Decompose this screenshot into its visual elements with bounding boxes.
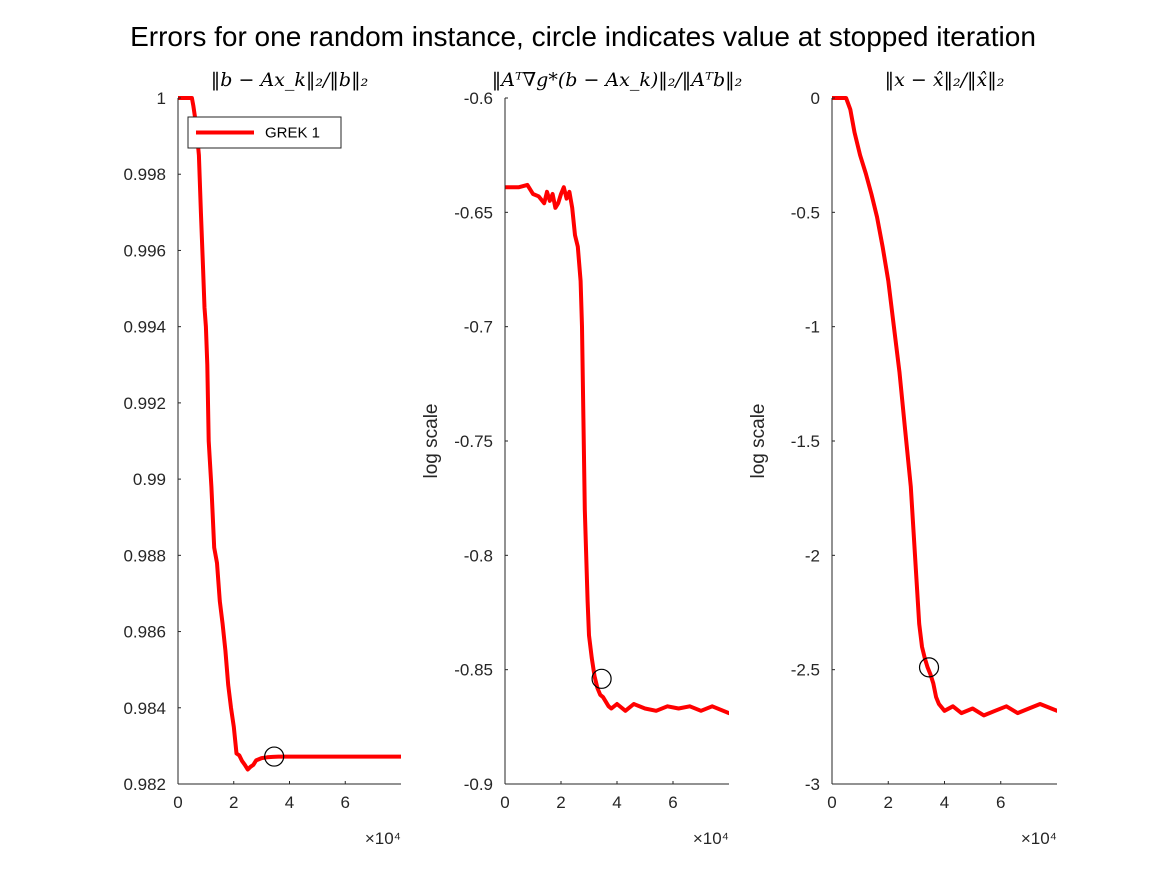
x-tick-label: 6: [668, 793, 677, 812]
y-tick-label: 0: [811, 89, 820, 108]
x-tick-label: 0: [827, 793, 836, 812]
x-tick-label: 4: [612, 793, 621, 812]
x-tick-label: 2: [556, 793, 565, 812]
y-tick-label: -1: [805, 318, 820, 337]
y-tick-label: 0.992: [123, 394, 166, 413]
x-tick-label: 4: [285, 793, 294, 812]
stop-marker-circle: [918, 657, 940, 678]
y-tick-label: 0.998: [123, 165, 166, 184]
plot-area: [832, 98, 1057, 784]
stop-marker-circle: [591, 668, 612, 689]
y-tick-label: -0.8: [464, 546, 493, 565]
y-tick-label: 0.996: [123, 241, 166, 260]
y-tick-label: -0.75: [454, 432, 493, 451]
y-tick-label: -2: [805, 546, 820, 565]
panel-title: ‖x − x̂‖₂/‖x̂‖₂: [885, 69, 1005, 91]
y-tick-label: -0.6: [464, 89, 493, 108]
chart-panel-3: -3 -2.5 -2 -1.5 -1 -0.5 0 0 2 4 6 ×10⁴ ‖x − x̂‖₂/‖x̂…: [748, 69, 1057, 848]
y-tick-label: 0.994: [123, 318, 166, 337]
series-line-1: [505, 182, 729, 716]
series-line-1: [178, 96, 401, 772]
chart-panel-1: 0.982 0.984 0.986 0.988 0.99 0.992 0.994 0.996 0…: [123, 69, 401, 848]
x-multiplier-label: ×10⁴: [693, 829, 729, 848]
plot-area: [505, 98, 729, 784]
y-tick-label: 0.99: [133, 470, 166, 489]
x-tick-label: 2: [229, 793, 238, 812]
y-tick-label: -0.5: [791, 203, 820, 222]
y-tick-label: -0.7: [464, 318, 493, 337]
panel-title: ‖b − Ax_k‖₂/‖b‖₂: [211, 69, 368, 91]
stop-marker-circle: [264, 746, 285, 767]
y-tick-label: 1: [157, 89, 166, 108]
legend-label: GREK 1: [265, 125, 320, 142]
y-tick-label: -3: [805, 775, 820, 794]
y-axis-label: log scale: [421, 404, 442, 479]
y-tick-label: -1.5: [791, 432, 820, 451]
y-tick-label: -0.85: [454, 661, 493, 680]
panel-title: ‖Aᵀ∇g*(b − Ax_k)‖₂/‖Aᵀb‖₂: [492, 69, 743, 91]
panels: 0.982 0.984 0.986 0.988 0.99 0.992 0.994 0.996 0…: [123, 69, 1057, 848]
x-multiplier-label: ×10⁴: [1021, 829, 1057, 848]
x-tick-label: 6: [341, 793, 350, 812]
y-tick-label: 0.988: [123, 546, 166, 565]
y-tick-label: -0.65: [454, 203, 493, 222]
legend: GREK 1: [187, 116, 342, 149]
plot-area: [178, 98, 401, 784]
y-axis-label: log scale: [748, 404, 769, 479]
y-tick-label: 0.984: [123, 699, 166, 718]
x-tick-label: 0: [173, 793, 182, 812]
x-multiplier-label: ×10⁴: [365, 829, 401, 848]
x-tick-label: 6: [996, 793, 1005, 812]
y-tick-label: 0.986: [123, 623, 166, 642]
series-line-1: [832, 96, 1057, 718]
x-tick-label: 2: [884, 793, 893, 812]
chart-panel-2: -0.9 -0.85 -0.8 -0.75 -0.7 -0.65 -0.6 0 2 4 6 ×10⁴ ‖…: [421, 69, 742, 848]
x-tick-label: 0: [500, 793, 509, 812]
y-tick-label: -0.9: [464, 775, 493, 794]
figure-title: Errors for one random instance, circle i…: [130, 21, 1036, 52]
y-tick-label: -2.5: [791, 661, 820, 680]
x-tick-label: 4: [940, 793, 949, 812]
y-tick-label: 0.982: [123, 775, 166, 794]
